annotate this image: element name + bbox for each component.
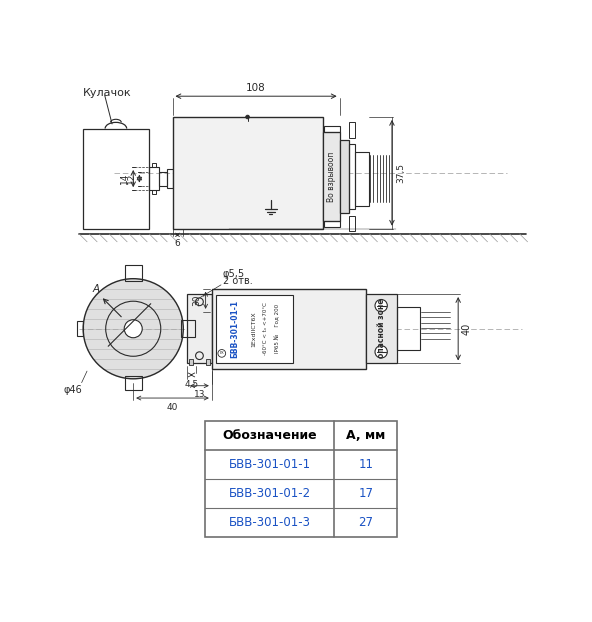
Bar — [159, 172, 167, 185]
Text: БВВ-301-01-1: БВВ-301-01-1 — [229, 458, 311, 471]
Bar — [181, 320, 195, 337]
Bar — [397, 307, 420, 350]
Text: 2 отв.: 2 отв. — [223, 276, 252, 286]
Bar — [349, 123, 355, 138]
Text: 14: 14 — [120, 173, 130, 184]
Bar — [125, 376, 141, 391]
Text: φ46: φ46 — [63, 385, 82, 395]
Bar — [149, 167, 159, 190]
Circle shape — [375, 299, 387, 312]
Bar — [153, 163, 156, 167]
Text: 11: 11 — [358, 458, 374, 471]
Bar — [205, 421, 397, 537]
Bar — [349, 216, 355, 231]
Text: Обозначение: Обозначение — [222, 429, 317, 442]
Circle shape — [375, 346, 387, 358]
Bar — [349, 144, 355, 210]
Bar — [125, 265, 141, 281]
Text: 30: 30 — [193, 294, 202, 306]
Text: φ5,5: φ5,5 — [223, 269, 244, 279]
Text: 17: 17 — [358, 487, 374, 500]
Text: Во взрывооп: Во взрывооп — [327, 152, 336, 202]
Bar — [77, 321, 83, 337]
Text: 40: 40 — [167, 402, 178, 412]
Text: опасной зоне: опасной зоне — [377, 299, 385, 358]
Text: БВВ-301-01-3: БВВ-301-01-3 — [229, 516, 311, 529]
Text: EX: EX — [220, 351, 224, 355]
Text: БВВ-301-01-2: БВВ-301-01-2 — [229, 487, 311, 500]
Text: A, мм: A, мм — [346, 429, 385, 442]
Text: 1ExdIICT6X: 1ExdIICT6X — [252, 311, 256, 346]
Bar — [83, 129, 149, 229]
Text: 4,5: 4,5 — [184, 379, 198, 389]
Bar — [167, 169, 172, 188]
Text: A: A — [92, 284, 99, 294]
Text: 13: 13 — [194, 391, 205, 399]
Bar — [205, 359, 210, 365]
Text: 108: 108 — [246, 83, 266, 93]
Polygon shape — [83, 279, 184, 379]
Bar — [153, 190, 156, 194]
Bar — [323, 132, 340, 221]
Text: 12: 12 — [127, 173, 136, 184]
Bar — [215, 295, 292, 363]
Bar — [324, 126, 340, 132]
Circle shape — [124, 320, 142, 338]
Bar — [366, 294, 397, 363]
Text: 6: 6 — [174, 239, 180, 248]
Bar — [212, 289, 366, 369]
Text: IP65 №    Год 200: IP65 № Год 200 — [275, 304, 280, 353]
Bar — [187, 294, 212, 363]
Text: 40: 40 — [462, 323, 472, 335]
Bar — [355, 152, 369, 205]
Text: 27: 27 — [358, 516, 374, 529]
Text: 37,5: 37,5 — [397, 163, 406, 183]
Text: -60°C < tₓ <+70°C: -60°C < tₓ <+70°C — [263, 302, 268, 355]
Bar — [340, 140, 349, 213]
Text: Кулачок: Кулачок — [83, 88, 132, 98]
Bar — [172, 117, 323, 229]
Bar — [324, 221, 340, 227]
Text: БВВ-301-01-1: БВВ-301-01-1 — [230, 300, 239, 358]
Circle shape — [246, 115, 249, 119]
Bar — [189, 359, 194, 365]
